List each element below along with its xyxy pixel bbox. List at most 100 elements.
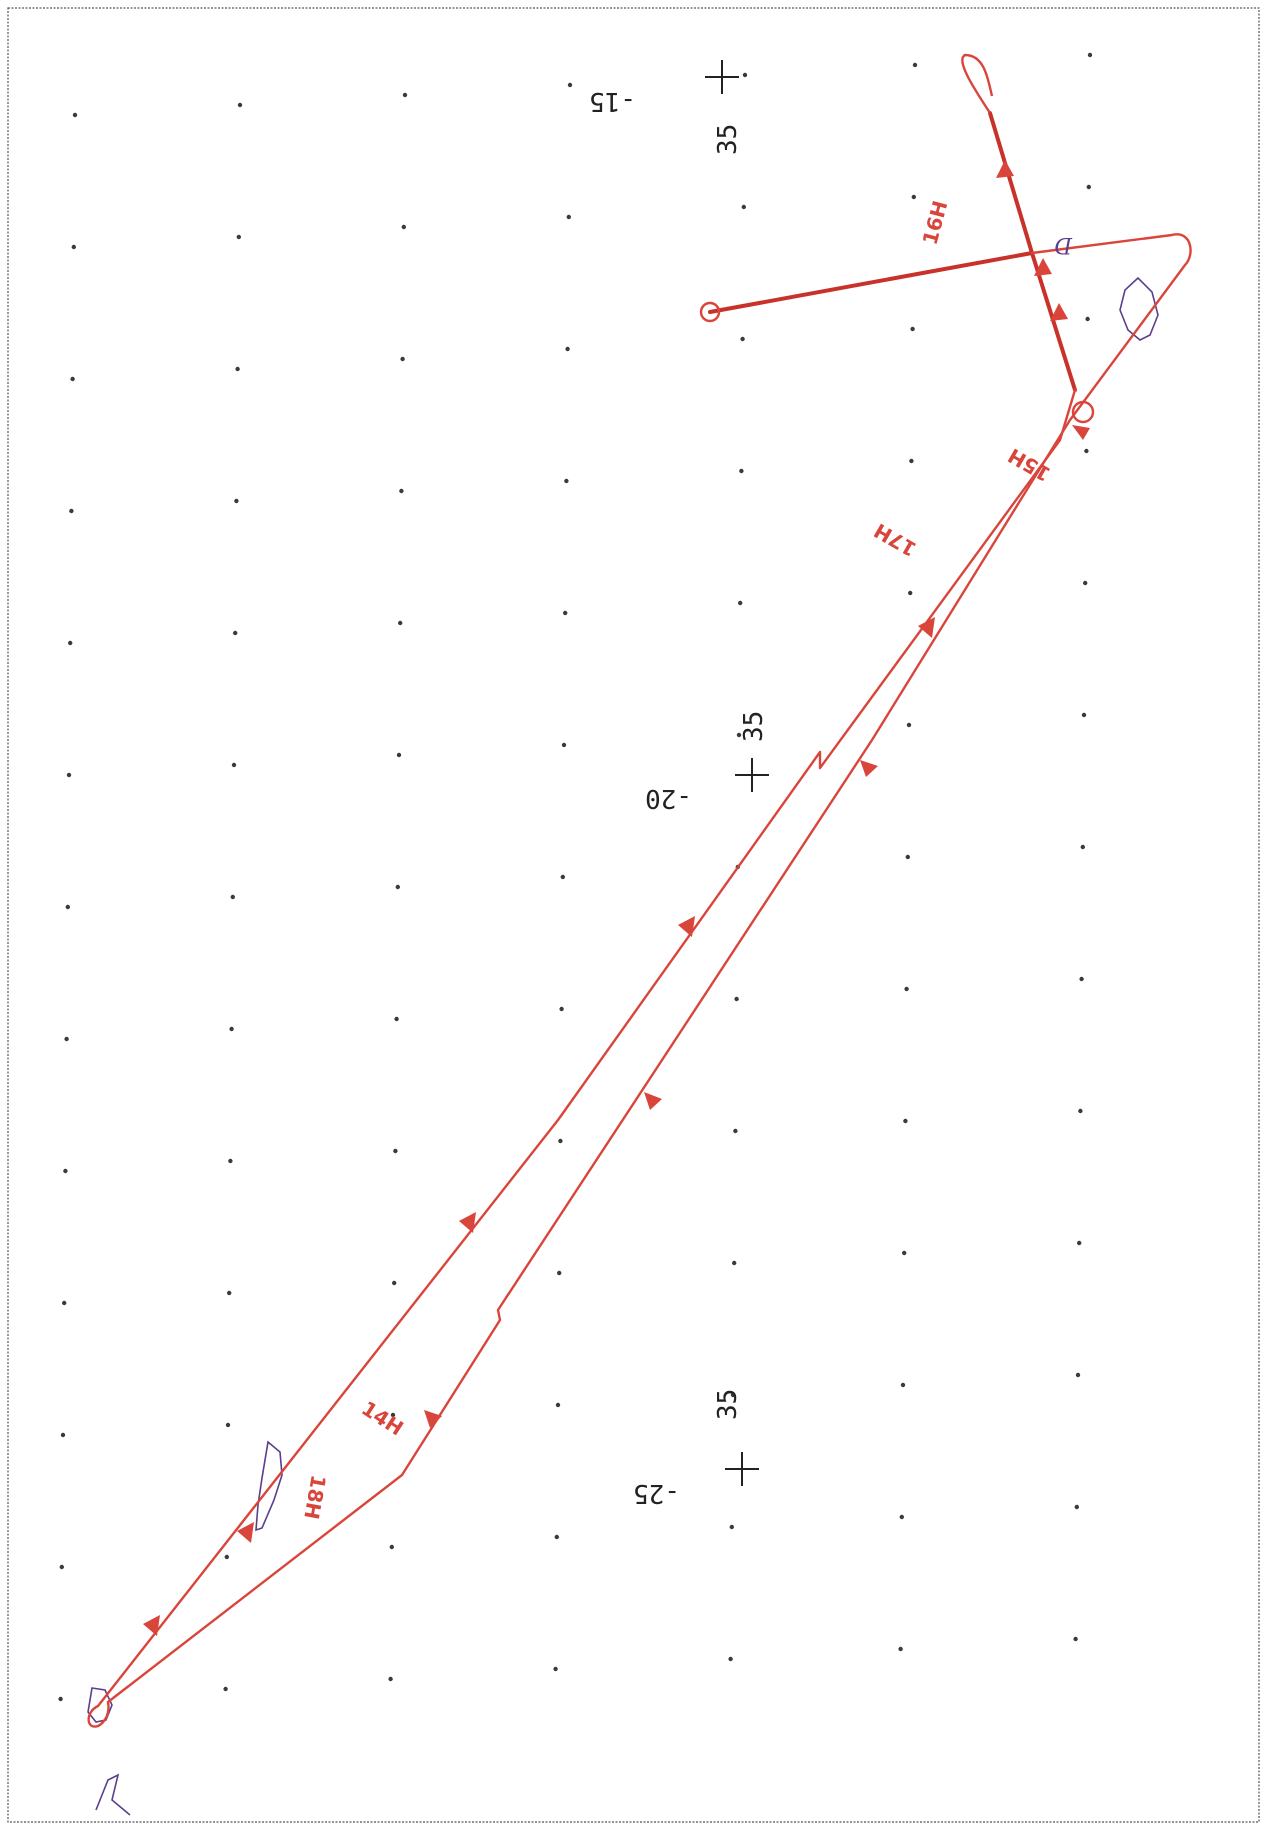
grid-dot — [1079, 976, 1084, 982]
direction-arrow — [237, 1522, 254, 1543]
grid-dot — [736, 732, 742, 738]
grid-dot — [63, 1168, 68, 1174]
grid-dot — [225, 1422, 231, 1428]
grid-dot — [742, 72, 748, 78]
hour-label: 17H — [870, 518, 921, 561]
grid-dot — [900, 1382, 906, 1388]
grid-dot — [233, 630, 238, 636]
grid-dot — [229, 1026, 234, 1032]
grid-dot — [565, 346, 570, 352]
direction-arrow — [918, 617, 935, 638]
grid-dot — [400, 356, 405, 362]
trajectory-segment — [96, 388, 1077, 1708]
grid-dot — [906, 722, 912, 728]
contour-shape — [255, 1440, 283, 1532]
grid-dot — [561, 742, 567, 748]
grid-dot — [740, 336, 745, 342]
grid-dot — [70, 376, 75, 382]
contour-shape — [95, 1773, 131, 1816]
grid-dot — [237, 102, 243, 108]
contour-shape — [1119, 276, 1159, 341]
grid-dot — [236, 234, 241, 240]
grid-dot — [58, 1696, 63, 1702]
hour-label: 18H — [299, 1473, 330, 1521]
grid-dot — [235, 366, 240, 372]
coord-lon-label: -20 — [645, 783, 692, 813]
hour-label: 14H — [357, 1396, 407, 1440]
grid-dot — [739, 468, 744, 474]
grid-dot — [559, 1006, 564, 1012]
direction-arrow — [1034, 258, 1052, 276]
coordinate-mark-3: 35 -25 — [633, 1389, 759, 1508]
grid-dot — [732, 1260, 737, 1266]
grid-dot — [909, 458, 914, 464]
grid-dot — [398, 620, 403, 626]
grid-dot — [1073, 1636, 1078, 1642]
grid-dot — [1086, 184, 1092, 190]
direction-arrow — [424, 1410, 442, 1428]
grid-dot — [733, 1128, 738, 1134]
grid-dot — [401, 224, 406, 230]
direction-arrow — [459, 1212, 476, 1233]
grid-dot — [553, 1666, 558, 1672]
grid-dots — [58, 52, 1093, 1702]
grid-dot — [1084, 448, 1089, 454]
grid-dot — [394, 1016, 399, 1022]
grid-dot — [558, 1138, 563, 1144]
grid-dot — [389, 1544, 394, 1550]
trajectory-end-loop — [699, 301, 721, 323]
coordinate-mark-2: 35 -20 — [645, 711, 769, 813]
grid-dot — [903, 1118, 908, 1124]
grid-dot — [390, 1412, 396, 1418]
direction-arrow — [860, 760, 878, 777]
grid-dot — [395, 884, 400, 890]
grid-dot — [393, 1148, 398, 1154]
grid-dot — [730, 1392, 736, 1398]
trajectory-loop — [87, 1701, 110, 1728]
grid-dot — [223, 1686, 228, 1692]
coord-lon-label: -25 — [633, 1478, 680, 1508]
trajectory-loop — [961, 53, 994, 114]
grid-dot — [234, 498, 239, 504]
direction-arrow — [143, 1615, 160, 1636]
grid-dot — [59, 1564, 64, 1570]
grid-dot — [1074, 1504, 1080, 1510]
hour-label: 16H — [918, 198, 953, 247]
grid-dot — [224, 1554, 229, 1560]
hour-label: 15H — [1004, 443, 1055, 486]
direction-arrow — [678, 916, 695, 937]
direction-arrow — [644, 1092, 662, 1110]
grid-dot — [227, 1290, 232, 1296]
grid-dot — [560, 874, 565, 880]
grid-dot — [66, 772, 72, 778]
grid-dot — [729, 1524, 734, 1530]
grid-dot — [557, 1270, 562, 1276]
grid-dot — [64, 1036, 69, 1042]
grid-dot — [738, 600, 743, 606]
grid-dot — [567, 82, 573, 88]
grid-dot — [71, 244, 77, 250]
grid-dot — [555, 1402, 561, 1408]
grid-dot — [396, 752, 402, 758]
grid-dot — [230, 894, 235, 900]
grid-dot — [68, 640, 73, 646]
grid-dot — [1085, 316, 1090, 322]
grid-dot — [902, 1250, 907, 1256]
grid-dot — [228, 1158, 233, 1164]
grid-dot — [904, 986, 909, 992]
grid-dot — [388, 1676, 393, 1682]
grid-dot — [402, 92, 408, 98]
grid-dot — [563, 610, 568, 616]
trajectory-segment — [106, 233, 1192, 1704]
coordinate-mark-1: 35 -15 — [589, 60, 743, 155]
grid-dot — [1083, 580, 1088, 586]
grid-dot — [728, 1656, 733, 1662]
grid-dot — [912, 62, 918, 68]
grid-dot — [910, 326, 915, 332]
coord-lat-label: 35 — [739, 711, 769, 742]
trajectory-segment — [708, 251, 1034, 314]
grid-dot — [898, 1646, 903, 1652]
grid-dot — [734, 996, 739, 1002]
